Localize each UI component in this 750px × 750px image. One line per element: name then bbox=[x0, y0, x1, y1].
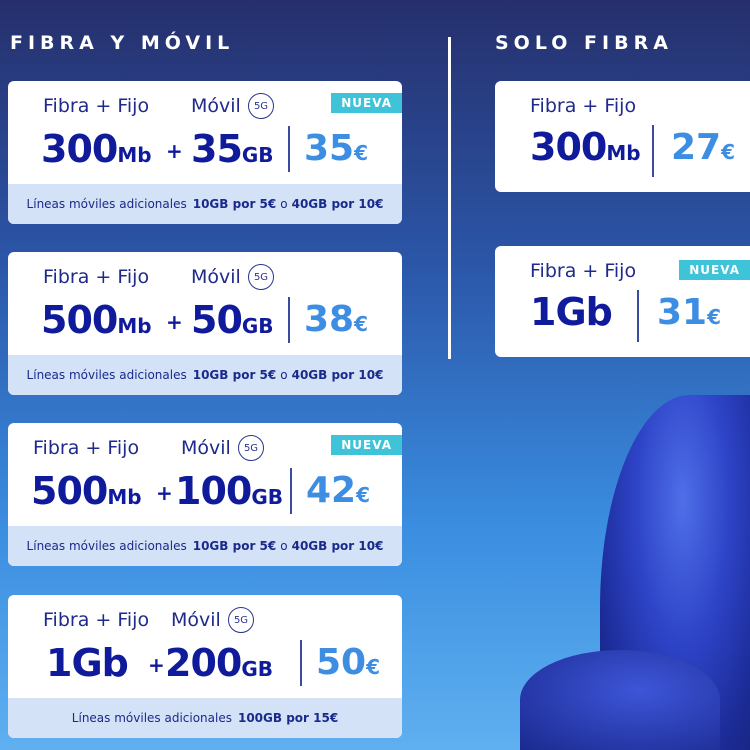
5g-icon: 5G bbox=[228, 607, 254, 633]
additional-lines-info: Líneas móviles adicionales 10GB por 5€ o 40… bbox=[8, 355, 402, 395]
price: 35€ bbox=[304, 128, 369, 169]
combo-section-title: FIBRA Y MÓVIL bbox=[10, 32, 235, 54]
fiber-speed: 500Mb bbox=[31, 469, 142, 513]
fiber-plan-card[interactable]: Fibra + Fijo 300Mb 27€ bbox=[495, 81, 750, 192]
mobile-label: Móvil bbox=[191, 266, 241, 288]
combo-plan-card[interactable]: Fibra + Fijo Móvil 5G 1Gb + 200GB 50€ Lí… bbox=[8, 595, 402, 738]
additional-lines-info: Líneas móviles adicionales 10GB por 5€ o 40… bbox=[8, 526, 402, 566]
new-badge: NUEVA bbox=[679, 260, 750, 280]
new-badge: NUEVA bbox=[331, 93, 402, 113]
mobile-data: 200GB bbox=[165, 641, 273, 685]
price: 50€ bbox=[316, 642, 381, 683]
mobile-data: 35GB bbox=[191, 127, 274, 171]
price-separator bbox=[288, 297, 290, 343]
additional-lines-info: Líneas móviles adicionales 100GB por 15€ bbox=[8, 698, 402, 738]
mobile-label: Móvil bbox=[171, 609, 221, 631]
fiber-plan-card[interactable]: Fibra + Fijo NUEVA 1Gb 31€ bbox=[495, 246, 750, 357]
plus-sign: + bbox=[166, 310, 183, 334]
price-separator bbox=[290, 468, 292, 514]
fiber-section-title: SOLO FIBRA bbox=[495, 32, 673, 54]
price-separator bbox=[288, 126, 290, 172]
fiber-speed: 1Gb bbox=[46, 641, 129, 685]
fiber-speed: 300Mb bbox=[41, 127, 152, 171]
combo-plan-card[interactable]: Fibra + Fijo Móvil 5G NUEVA 300Mb + 35GB… bbox=[8, 81, 402, 224]
combo-plan-card[interactable]: Fibra + Fijo Móvil 5G NUEVA 500Mb + 100G… bbox=[8, 423, 402, 566]
plus-sign: + bbox=[156, 481, 173, 505]
fiber-label: Fibra + Fijo bbox=[43, 266, 150, 288]
price: 42€ bbox=[306, 470, 371, 511]
mobile-data: 50GB bbox=[191, 298, 274, 342]
fiber-label: Fibra + Fijo bbox=[530, 260, 637, 282]
price-separator bbox=[652, 125, 654, 177]
fiber-label: Fibra + Fijo bbox=[43, 95, 150, 117]
additional-lines-info: Líneas móviles adicionales 10GB por 5€ o 40… bbox=[8, 184, 402, 224]
5g-icon: 5G bbox=[238, 435, 264, 461]
plus-sign: + bbox=[148, 653, 165, 677]
price-separator bbox=[300, 640, 302, 686]
price: 31€ bbox=[657, 292, 722, 333]
combo-plan-card[interactable]: Fibra + Fijo Móvil 5G 500Mb + 50GB 38€ L… bbox=[8, 252, 402, 395]
divider bbox=[448, 37, 451, 359]
fiber-label: Fibra + Fijo bbox=[43, 609, 150, 631]
fiber-speed: 500Mb bbox=[41, 298, 152, 342]
price: 27€ bbox=[671, 127, 736, 168]
price-separator bbox=[637, 290, 639, 342]
fiber-label: Fibra + Fijo bbox=[530, 95, 637, 117]
5g-icon: 5G bbox=[248, 93, 274, 119]
fiber-speed: 1Gb bbox=[530, 290, 613, 334]
mobile-data: 100GB bbox=[175, 469, 283, 513]
plus-sign: + bbox=[166, 139, 183, 163]
fiber-speed: 300Mb bbox=[530, 125, 641, 169]
new-badge: NUEVA bbox=[331, 435, 402, 455]
mascot-image-part bbox=[520, 650, 720, 750]
mobile-label: Móvil bbox=[181, 437, 231, 459]
fiber-label: Fibra + Fijo bbox=[33, 437, 140, 459]
price: 38€ bbox=[304, 299, 369, 340]
mobile-label: Móvil bbox=[191, 95, 241, 117]
5g-icon: 5G bbox=[248, 264, 274, 290]
